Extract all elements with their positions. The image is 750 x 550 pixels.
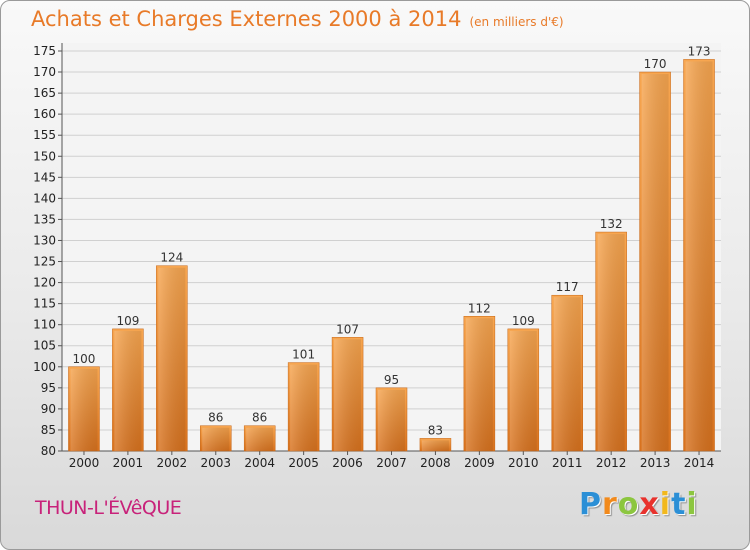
value-label: 83 <box>428 423 443 437</box>
logo-letter: x <box>639 487 660 522</box>
x-tick-label: 2014 <box>684 456 715 470</box>
y-tick-label: 120 <box>33 276 56 290</box>
x-tick-label: 2006 <box>332 456 363 470</box>
bar-highlight <box>290 364 318 451</box>
value-label: 109 <box>116 314 139 328</box>
bar-highlight <box>597 234 625 451</box>
bar-highlight <box>246 427 274 451</box>
y-tick-label: 145 <box>33 170 56 184</box>
x-tick-label: 2011 <box>552 456 583 470</box>
y-tick-label: 170 <box>33 65 56 79</box>
value-label: 117 <box>556 280 579 294</box>
x-tick-label: 2009 <box>464 456 495 470</box>
bar-highlight <box>202 427 230 451</box>
logo-letter: r <box>602 487 618 522</box>
y-tick-label: 135 <box>33 212 56 226</box>
logo-letter: P <box>579 487 602 522</box>
value-label: 173 <box>688 44 711 58</box>
y-tick-label: 175 <box>33 44 56 58</box>
chart-title: Achats et Charges Externes 2000 à 2014 (e… <box>31 7 564 31</box>
x-tick-label: 2012 <box>596 456 627 470</box>
value-label: 100 <box>73 352 96 366</box>
y-tick-label: 165 <box>33 86 56 100</box>
value-label: 124 <box>160 251 183 265</box>
value-label: 112 <box>468 301 491 315</box>
bar-highlight <box>685 61 713 451</box>
y-tick-label: 95 <box>41 381 56 395</box>
x-tick-label: 2008 <box>420 456 451 470</box>
bar-highlight <box>334 339 362 451</box>
bar-highlight <box>114 330 142 451</box>
x-tick-label: 2010 <box>508 456 539 470</box>
value-label: 101 <box>292 348 315 362</box>
value-label: 86 <box>208 411 223 425</box>
y-tick-label: 80 <box>41 444 56 458</box>
x-tick-label: 2000 <box>69 456 100 470</box>
bar-highlight <box>158 267 186 451</box>
bar-highlight <box>509 330 537 451</box>
y-tick-label: 125 <box>33 255 56 269</box>
y-tick-label: 105 <box>33 339 56 353</box>
x-tick-label: 2001 <box>113 456 144 470</box>
bar-highlight <box>553 297 581 451</box>
logo-letter: i <box>686 487 698 522</box>
x-tick-label: 2005 <box>288 456 319 470</box>
x-tick-label: 2004 <box>244 456 275 470</box>
proxiti-logo: Proxiti <box>579 487 698 522</box>
bar-highlight <box>421 440 449 451</box>
y-tick-label: 110 <box>33 318 56 332</box>
bar-highlight <box>465 318 493 451</box>
value-label: 170 <box>644 57 667 71</box>
x-tick-label: 2002 <box>157 456 188 470</box>
x-tick-label: 2003 <box>200 456 231 470</box>
value-label: 107 <box>336 322 359 336</box>
logo-letter: i <box>659 487 672 522</box>
labels: 100 109 124 86 86 101 107 95 83 112 109 117 132 170 17… <box>73 44 711 437</box>
value-label: 132 <box>600 217 623 231</box>
y-tick-label: 155 <box>33 128 56 142</box>
y-tick-label: 150 <box>33 149 56 163</box>
chart-title-text: Achats et Charges Externes 2000 à 2014 <box>31 7 462 31</box>
bar-highlight <box>70 368 98 451</box>
value-label: 86 <box>252 411 267 425</box>
y-tick-label: 100 <box>33 360 56 374</box>
y-tick-label: 140 <box>33 191 56 205</box>
bar-highlight <box>378 389 405 451</box>
x-tick-label: 2013 <box>640 456 671 470</box>
y-tick-label: 85 <box>41 423 56 437</box>
bars <box>68 59 715 452</box>
bar-highlight <box>641 74 669 451</box>
y-tick-label: 160 <box>33 107 56 121</box>
x-tick-label: 2007 <box>376 456 407 470</box>
town-name: THUN-L'ÉVêQUE <box>35 497 182 519</box>
value-label: 109 <box>512 314 535 328</box>
y-tick-label: 90 <box>41 402 56 416</box>
axes: 80 85 90 95 100 105 110 115 120 125 130 135 140 145 15… <box>33 43 721 470</box>
y-tick-label: 130 <box>33 233 56 247</box>
value-label: 95 <box>384 373 399 387</box>
logo-letter: o <box>617 487 640 522</box>
chart-subtitle: (en milliers d'€) <box>469 15 564 29</box>
y-tick-label: 115 <box>33 297 56 311</box>
logo-letter: t <box>671 487 687 522</box>
